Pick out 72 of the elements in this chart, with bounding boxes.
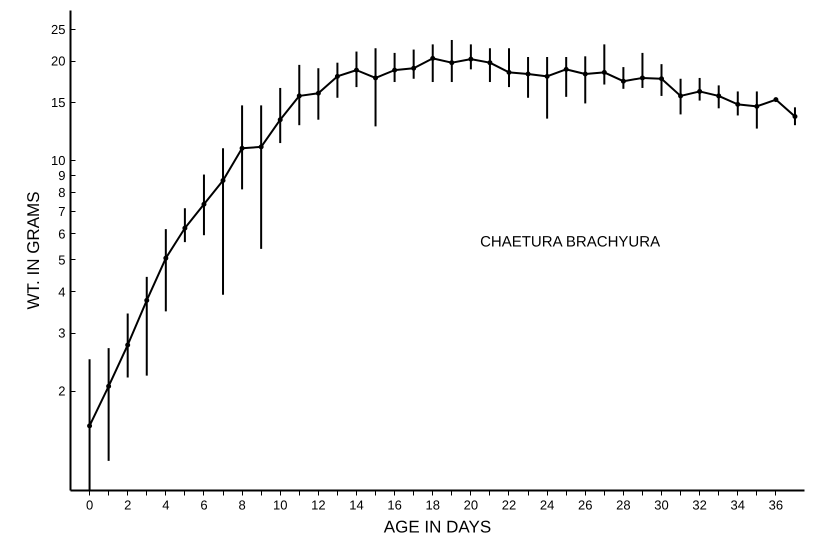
- x-tick-label: 20: [464, 498, 478, 512]
- x-tick-label: 8: [238, 498, 246, 512]
- y-tick-label: 9: [58, 168, 66, 184]
- x-tick-label: 36: [768, 498, 784, 512]
- point: [620, 78, 626, 84]
- y-axis-title: WT. IN GRAMS: [24, 191, 44, 310]
- y-tick-label: 3: [58, 326, 66, 341]
- x-tick-label: 18: [426, 498, 440, 512]
- point: [526, 71, 531, 76]
- point: [659, 76, 664, 82]
- point: [678, 93, 684, 98]
- point: [582, 71, 588, 76]
- point: [354, 68, 359, 73]
- point: [106, 384, 112, 389]
- point: [602, 70, 607, 75]
- point: [373, 75, 378, 80]
- y-tick-label: 8: [58, 185, 66, 200]
- x-tick-label: 22: [502, 498, 516, 512]
- x-tick-label: 14: [349, 498, 364, 512]
- x-tick-label: 16: [387, 498, 402, 512]
- point: [258, 144, 264, 150]
- y-tick-label: 25: [51, 22, 66, 37]
- point: [449, 60, 454, 66]
- point: [316, 90, 321, 96]
- point: [144, 298, 150, 303]
- y-tick-label: 20: [51, 54, 66, 69]
- x-tick-label: 4: [162, 498, 170, 512]
- x-tick-label: 0: [86, 498, 94, 512]
- y-tick-label: 6: [58, 226, 66, 242]
- point: [411, 66, 416, 71]
- x-tick-label: 30: [654, 498, 669, 512]
- x-tick-label: 34: [730, 498, 746, 512]
- y-tick-label: 4: [58, 284, 66, 300]
- point: [735, 102, 740, 107]
- point: [430, 56, 436, 61]
- x-tick-label: 26: [578, 498, 592, 512]
- x-tick-label: 6: [200, 498, 208, 512]
- point: [640, 75, 645, 80]
- point: [163, 256, 168, 261]
- annotation: CHAETURA BRACHYURA: [480, 234, 660, 250]
- x-tick-label: 10: [272, 498, 288, 512]
- x-tick-label: 12: [311, 498, 326, 512]
- point: [716, 93, 722, 98]
- point: [544, 74, 550, 79]
- x-axis-title: AGE IN DAYS: [384, 518, 492, 536]
- point: [564, 66, 569, 72]
- y-tick-label: 5: [58, 252, 66, 268]
- point: [792, 114, 798, 120]
- point: [201, 202, 206, 207]
- x-tick-label: 28: [616, 498, 631, 512]
- point: [334, 74, 340, 79]
- x-tick-label: 32: [692, 498, 707, 512]
- point: [754, 104, 760, 109]
- point: [487, 60, 492, 66]
- x-tick-label: 2: [124, 498, 132, 512]
- point: [392, 68, 398, 73]
- point: [296, 93, 302, 98]
- point: [240, 146, 245, 151]
- y-tick-label: 10: [51, 153, 66, 168]
- point: [220, 178, 226, 184]
- point: [506, 70, 512, 75]
- point: [182, 226, 188, 231]
- y-tick-label: 15: [51, 94, 66, 110]
- point: [468, 56, 474, 62]
- y-tick-label: 2: [58, 384, 66, 399]
- point: [87, 423, 92, 428]
- point: [697, 88, 702, 94]
- point: [125, 342, 130, 348]
- point: [773, 97, 778, 102]
- point: [278, 117, 283, 122]
- y-tick-label: 7: [58, 204, 66, 220]
- x-tick-label: 24: [540, 498, 554, 512]
